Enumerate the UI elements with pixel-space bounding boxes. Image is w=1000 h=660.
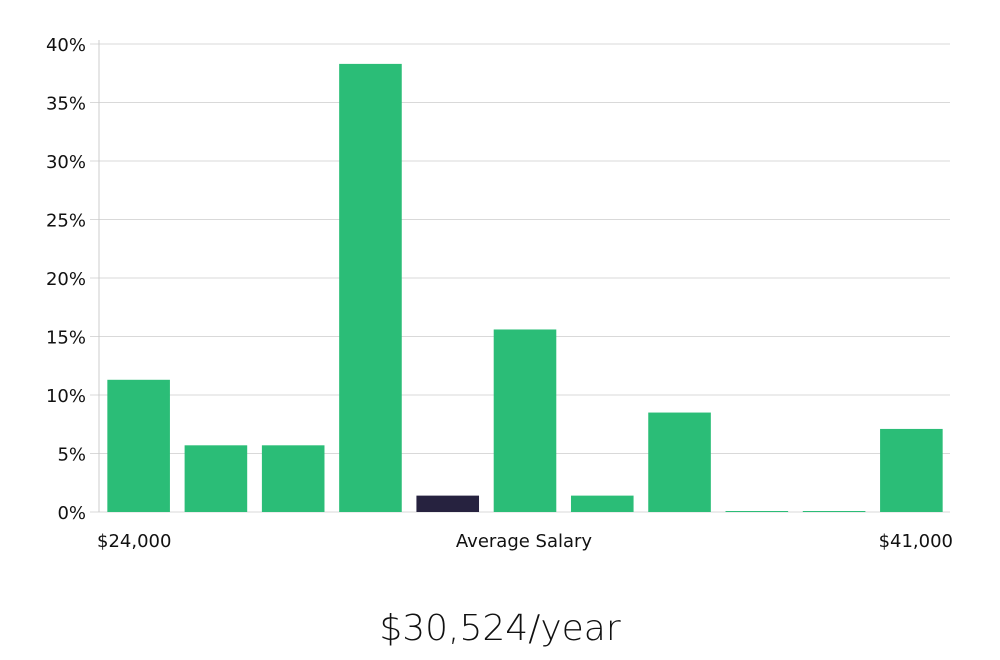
y-tick-label: 0% <box>57 503 86 524</box>
y-tick-label: 35% <box>46 94 86 115</box>
x-axis-title: Average Salary <box>456 531 593 552</box>
x-axis-end-label: $41,000 <box>879 531 953 552</box>
y-tick-label: 5% <box>57 445 86 466</box>
bar <box>107 379 170 512</box>
salary-histogram-chart: 0% 5% 10% 15% 20% 25% 30% 35% 40% $24,000 Averag… <box>46 35 953 552</box>
y-axis-tick-labels: 0% 5% 10% 15% 20% 25% 30% 35% 40% <box>46 35 86 524</box>
y-tick-label: 30% <box>46 152 86 173</box>
bar <box>184 445 248 512</box>
y-tick-label: 25% <box>46 211 86 232</box>
bar-highlighted <box>416 495 480 512</box>
y-tick-label: 20% <box>46 269 86 290</box>
bar <box>493 329 557 512</box>
bar <box>648 412 711 512</box>
y-tick-label: 40% <box>46 35 86 56</box>
average-salary-value: $30,524/year <box>379 608 621 649</box>
bar <box>725 511 789 512</box>
y-tick-label: 10% <box>46 386 86 407</box>
bar <box>339 63 402 512</box>
bar <box>570 495 634 512</box>
y-tick-label: 15% <box>46 328 86 349</box>
bars <box>107 63 943 512</box>
bar <box>880 428 943 512</box>
x-axis-start-label: $24,000 <box>97 531 171 552</box>
bar <box>261 445 325 512</box>
bar <box>802 511 866 512</box>
